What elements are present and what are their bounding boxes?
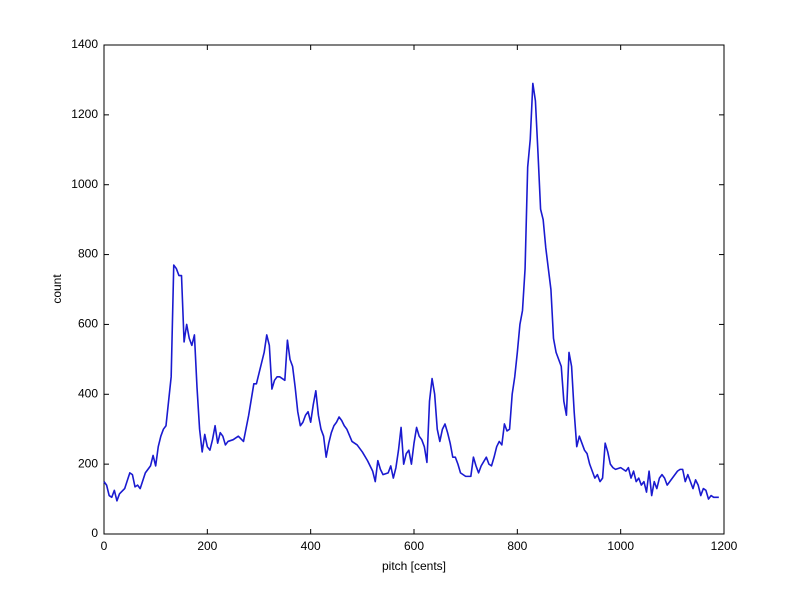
y-tick-label: 0 — [91, 526, 98, 540]
y-tick-label: 400 — [78, 386, 98, 400]
y-tick-label: 1000 — [71, 177, 98, 191]
y-tick-label: 200 — [78, 456, 98, 470]
data-line — [103, 82, 719, 502]
y-tick-label: 600 — [78, 317, 98, 331]
y-tick-label: 1400 — [71, 37, 98, 51]
x-tick-label: 600 — [404, 539, 424, 553]
y-axis-label: count — [50, 274, 64, 304]
x-axis-label: pitch [cents] — [382, 559, 446, 573]
y-tick-label: 1200 — [71, 107, 98, 121]
x-tick-label: 1200 — [711, 539, 738, 553]
x-tick-label: 0 — [101, 539, 108, 553]
x-tick-label: 1000 — [607, 539, 634, 553]
x-tick-label: 800 — [507, 539, 527, 553]
y-tick-label: 800 — [78, 247, 98, 261]
x-tick-label: 400 — [301, 539, 321, 553]
x-tick-label: 200 — [197, 539, 217, 553]
